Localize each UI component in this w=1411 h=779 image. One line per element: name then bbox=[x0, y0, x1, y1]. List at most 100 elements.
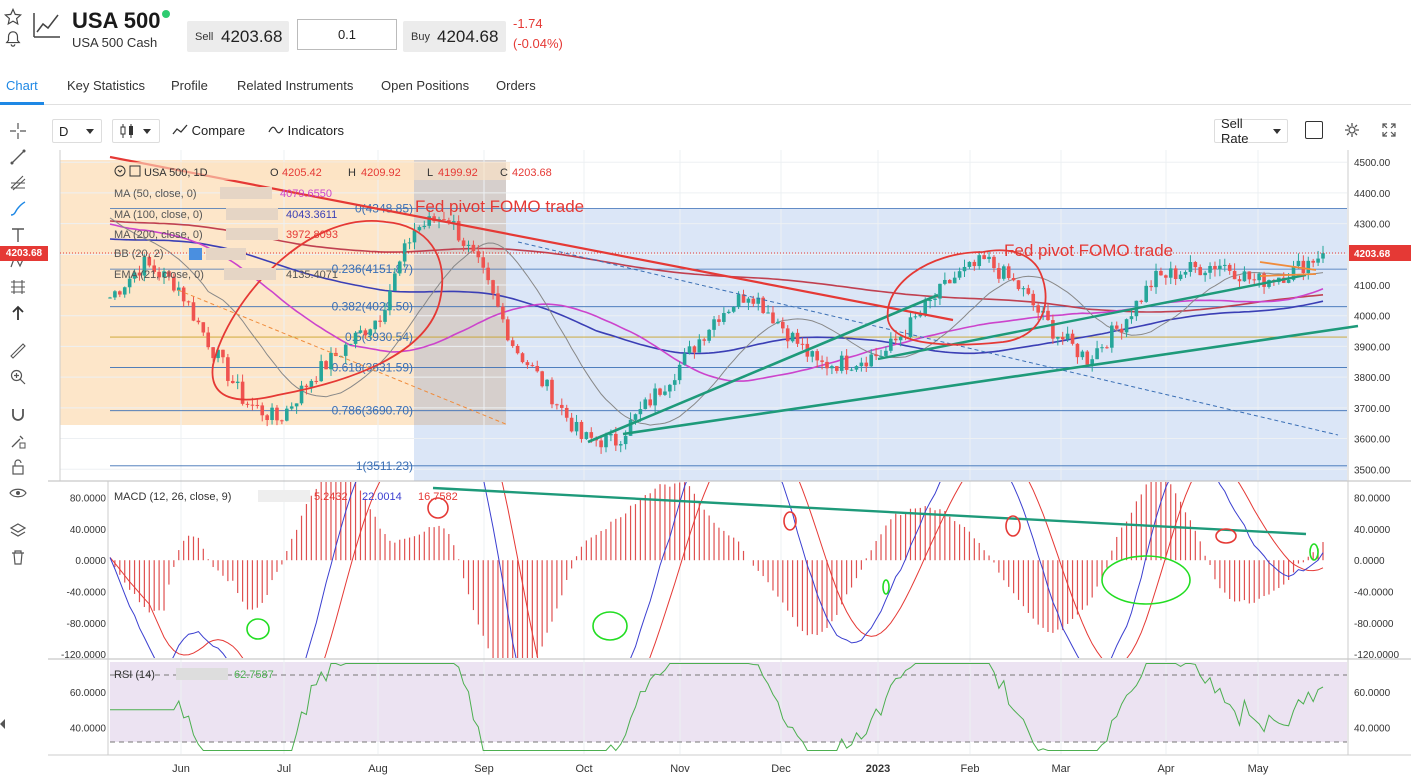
indicators-icon bbox=[268, 126, 284, 134]
candle-body bbox=[1213, 265, 1217, 270]
candle-body bbox=[628, 419, 633, 436]
candle-body bbox=[294, 403, 299, 407]
buy-button[interactable]: Buy 4204.68 bbox=[403, 21, 506, 52]
candle-body bbox=[1311, 260, 1315, 263]
compare-label: Compare bbox=[191, 123, 246, 138]
trend-line-icon[interactable] bbox=[9, 148, 27, 166]
candle-body bbox=[147, 256, 152, 266]
price-chart[interactable]: 0(4348.85)0.236(4151.87)0.382(4029.50)0.… bbox=[48, 150, 1411, 779]
macd-trend-line bbox=[432, 486, 1307, 536]
sell-button[interactable]: Sell 4203.68 bbox=[187, 21, 289, 52]
candle-body bbox=[1222, 264, 1227, 266]
price-type-select[interactable]: Sell Rate bbox=[1214, 116, 1288, 146]
candle-body bbox=[1188, 262, 1193, 272]
expand-icon[interactable] bbox=[1382, 123, 1396, 137]
candle-body bbox=[304, 385, 309, 388]
candle-body bbox=[1291, 266, 1296, 280]
price-tick-right: 3600.00 bbox=[1354, 435, 1391, 446]
fullscreen-square-button[interactable] bbox=[1305, 121, 1323, 139]
candle-body bbox=[682, 353, 687, 365]
time-axis[interactable]: Jun Jul Aug Sep Oct Nov Dec 2023 Feb Mar Apr May bbox=[172, 763, 1269, 775]
chart-area[interactable]: 0(4348.85) 0.236(4151.87) 0.382(4029.50) 0.… bbox=[0, 150, 1411, 779]
rsi-axis-left: 60.0000 40.0000 bbox=[70, 688, 107, 734]
bell-icon[interactable] bbox=[4, 30, 22, 48]
candle-body bbox=[162, 271, 166, 278]
layers-icon[interactable] bbox=[9, 522, 27, 540]
lock-icon[interactable] bbox=[9, 458, 27, 476]
candle-body bbox=[771, 312, 775, 324]
magnet-icon[interactable] bbox=[9, 406, 27, 424]
tab-related-instruments[interactable]: Related Instruments bbox=[237, 78, 354, 93]
candle-body bbox=[206, 332, 211, 348]
buy-label: Buy bbox=[411, 30, 430, 43]
compare-icon bbox=[172, 124, 188, 135]
zoom-in-icon[interactable] bbox=[9, 368, 27, 386]
star-icon[interactable] bbox=[4, 8, 22, 26]
text-tool-icon[interactable] bbox=[9, 226, 27, 244]
candle-body bbox=[407, 242, 412, 244]
compare-button[interactable]: Compare bbox=[172, 123, 245, 138]
collapse-arrow-icon[interactable] bbox=[0, 719, 6, 731]
ma50-value: 4079.6550 bbox=[280, 188, 332, 200]
candle-body bbox=[167, 271, 171, 277]
candle-body bbox=[795, 332, 800, 344]
candle-body bbox=[447, 220, 451, 223]
candle-body bbox=[825, 361, 829, 369]
candle-body bbox=[191, 302, 196, 321]
quantity-input[interactable]: 0.1 bbox=[297, 19, 397, 50]
candle-body bbox=[1075, 343, 1080, 358]
candle-body bbox=[879, 355, 883, 357]
tab-orders[interactable]: Orders bbox=[496, 78, 536, 93]
macd-peak-mark bbox=[783, 511, 797, 531]
chart-type-select[interactable] bbox=[112, 119, 160, 143]
lock-drawing-icon[interactable] bbox=[9, 432, 27, 450]
gear-icon[interactable] bbox=[1344, 122, 1360, 138]
indicators-button[interactable]: Indicators bbox=[268, 123, 344, 138]
candle-body bbox=[800, 343, 805, 345]
price-tick-right: 3700.00 bbox=[1354, 404, 1391, 415]
candle-body bbox=[609, 433, 613, 436]
candle-body bbox=[329, 352, 333, 370]
ruler-icon[interactable] bbox=[9, 342, 27, 360]
brush-icon[interactable] bbox=[9, 200, 27, 218]
legend-hide-icon[interactable] bbox=[129, 165, 141, 177]
interval-select[interactable]: D bbox=[52, 119, 102, 143]
candle-body bbox=[1296, 260, 1301, 267]
candle-body bbox=[545, 379, 549, 387]
candle-body bbox=[560, 404, 564, 408]
candle-body bbox=[692, 346, 697, 353]
trash-icon[interactable] bbox=[9, 548, 27, 566]
candle-body bbox=[574, 421, 579, 432]
wedge-line bbox=[1259, 273, 1317, 277]
arrow-up-icon[interactable] bbox=[9, 304, 27, 322]
fib-levels: 0(4348.85)0.236(4151.87)0.382(4029.50)0.… bbox=[110, 202, 1347, 473]
candle-body bbox=[898, 336, 903, 341]
candle-body bbox=[1227, 264, 1232, 271]
prediction-icon[interactable] bbox=[9, 278, 27, 296]
rsi-band bbox=[110, 662, 1347, 742]
pitchfork-icon[interactable] bbox=[9, 174, 27, 192]
tab-profile[interactable]: Profile bbox=[171, 78, 208, 93]
candle-body bbox=[1001, 266, 1006, 279]
crosshair-icon[interactable] bbox=[9, 122, 27, 140]
candle-body bbox=[1095, 348, 1099, 360]
candle-body bbox=[1306, 260, 1311, 274]
candle-body bbox=[653, 388, 657, 406]
macd-tick-right: 80.0000 bbox=[1354, 494, 1391, 505]
candle-body bbox=[1252, 279, 1257, 281]
macd-drawings bbox=[246, 486, 1319, 641]
candle-body bbox=[113, 291, 117, 298]
ma50-legend: MA (50, close, 0) bbox=[114, 188, 197, 200]
candle-body bbox=[343, 344, 348, 356]
annotation-text: Fed pivot FOMO trade bbox=[1004, 241, 1173, 260]
candle-body bbox=[525, 362, 530, 366]
eye-icon[interactable] bbox=[9, 484, 27, 502]
tab-key-statistics[interactable]: Key Statistics bbox=[67, 78, 146, 93]
tab-chart[interactable]: Chart bbox=[6, 78, 38, 93]
candle-body bbox=[1100, 347, 1104, 349]
legend-close: 4203.68 bbox=[512, 167, 552, 179]
price-type-value: Sell Rate bbox=[1221, 116, 1249, 146]
legend-low: 4199.92 bbox=[438, 167, 478, 179]
macd-tick-left: 0.0000 bbox=[75, 556, 106, 567]
tab-open-positions[interactable]: Open Positions bbox=[381, 78, 470, 93]
